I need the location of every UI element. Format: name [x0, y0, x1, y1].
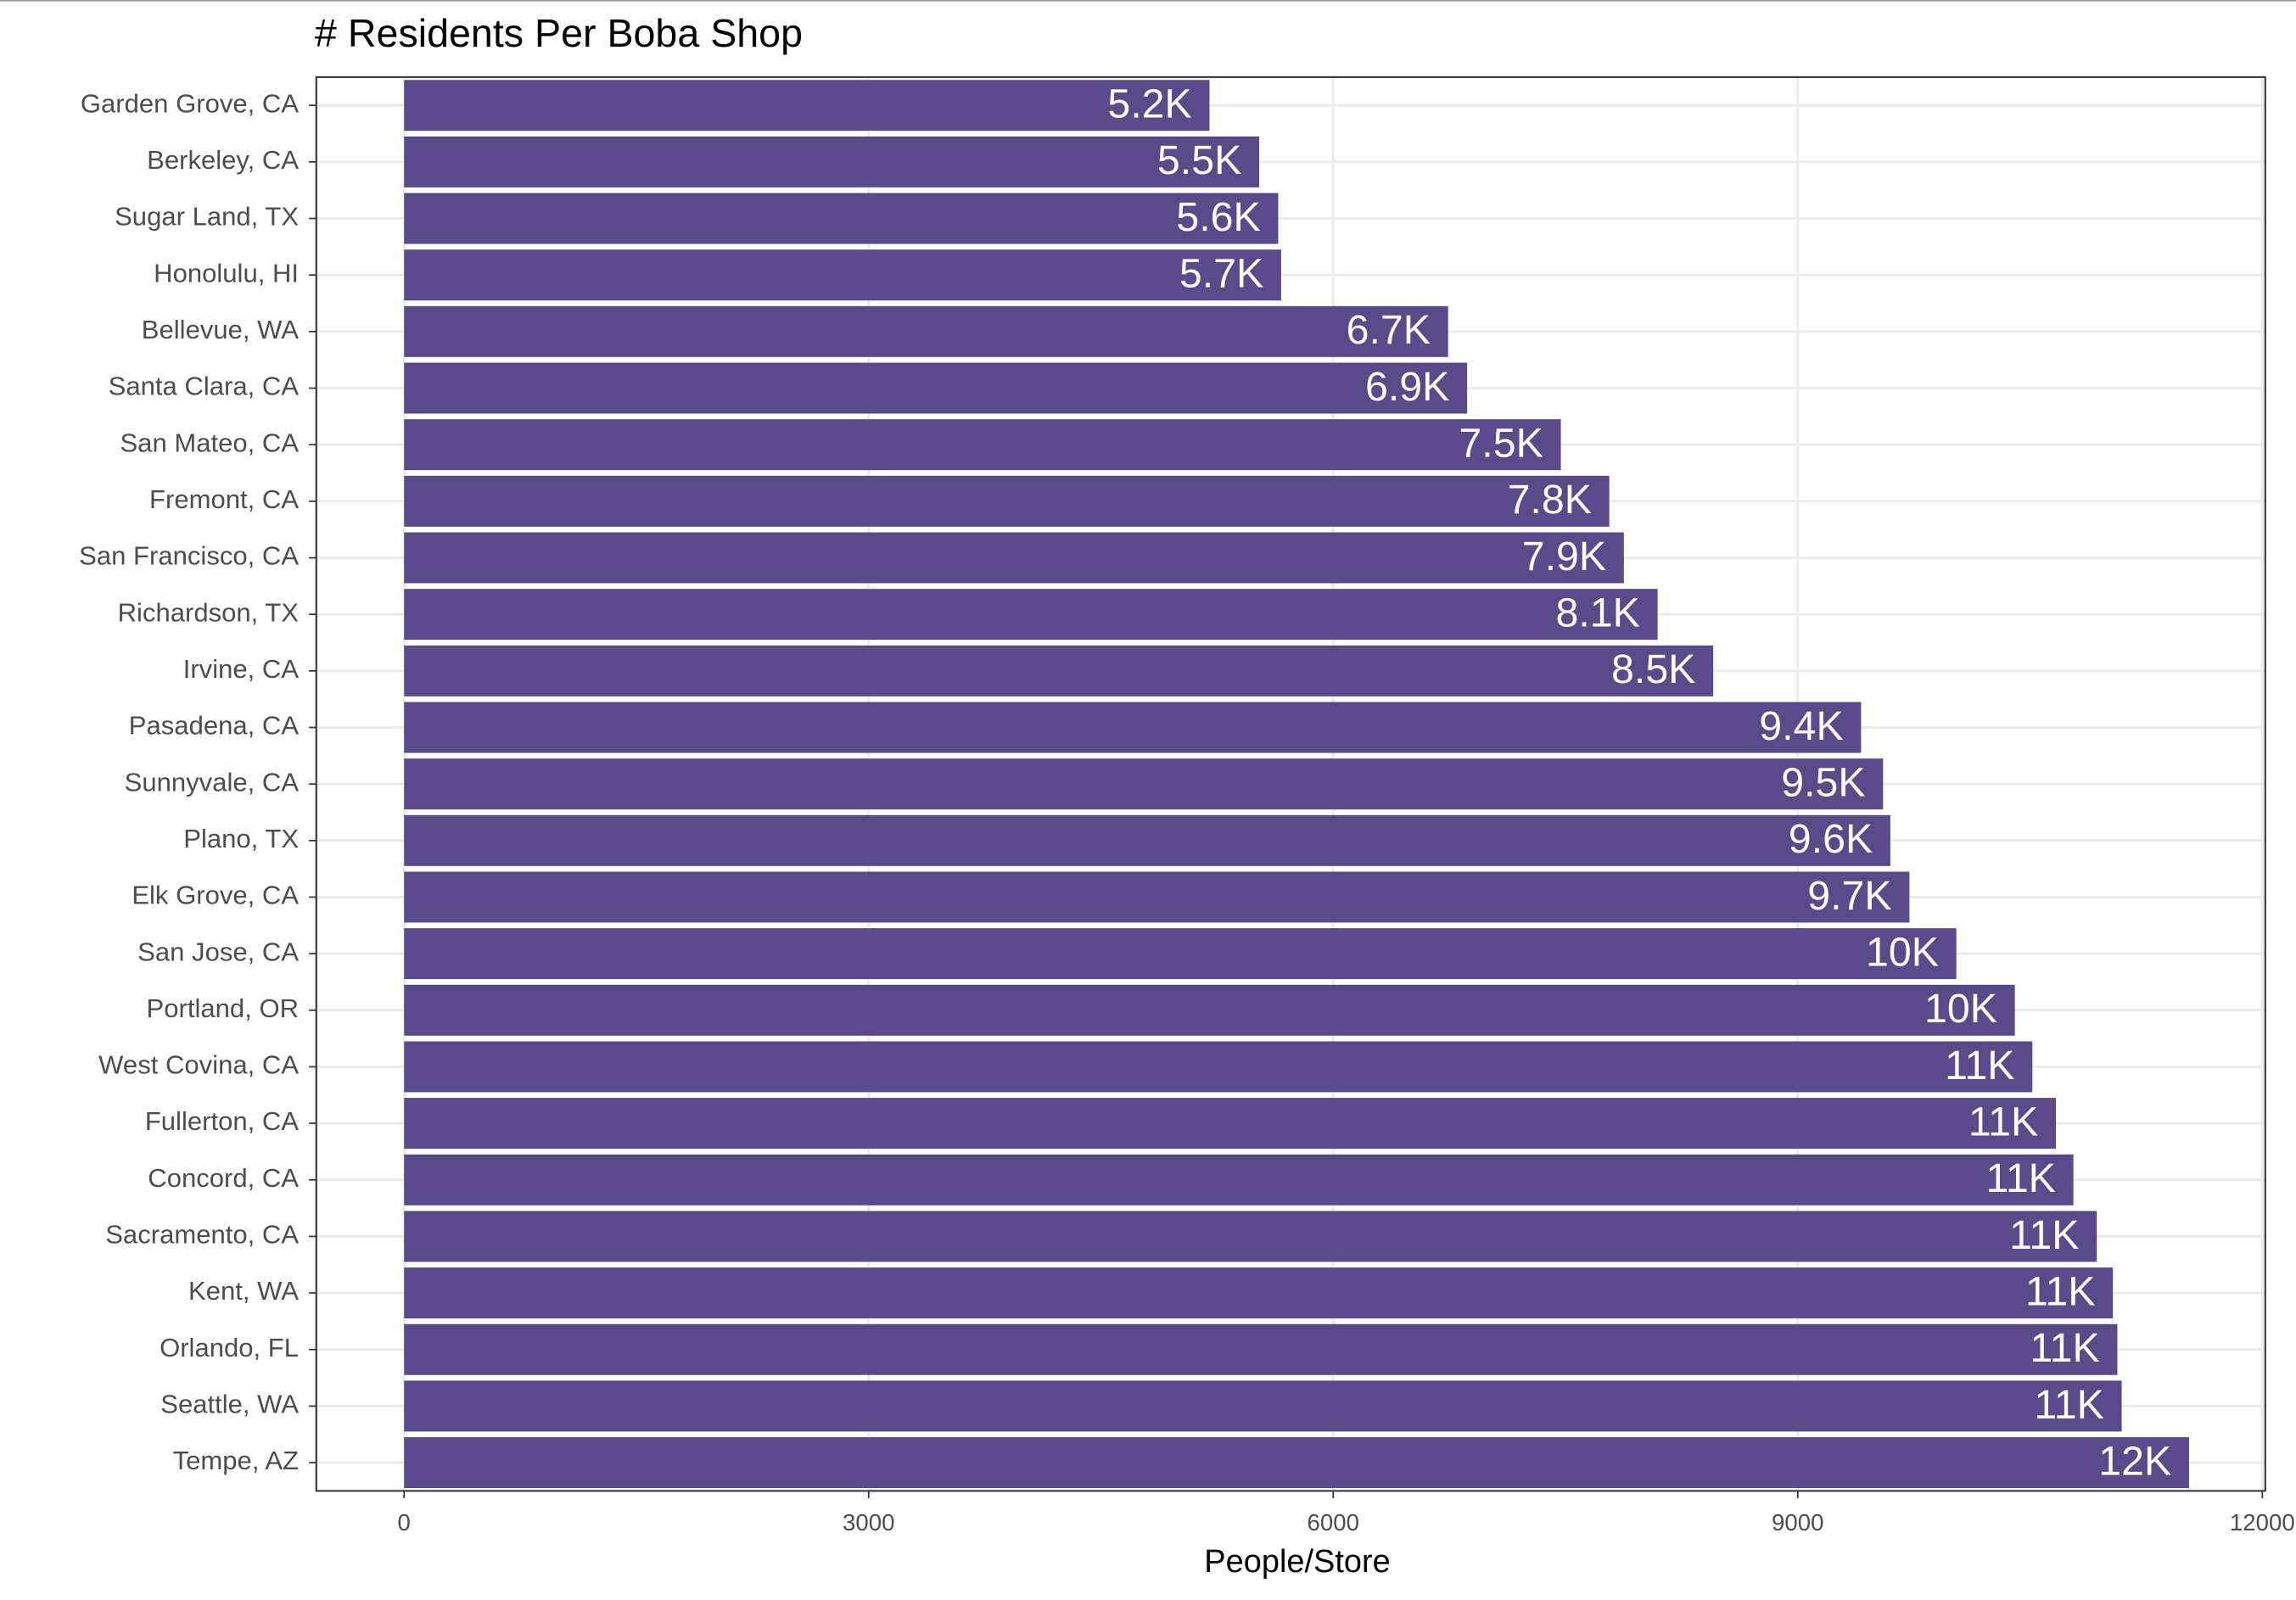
y-tick-label: Richardson, TX [118, 597, 299, 627]
value-label: 11K [1986, 1155, 2056, 1201]
value-label: 6.7K [1347, 307, 1431, 353]
y-tick-label: West Covina, CA [98, 1050, 299, 1080]
y-tick-label: Plano, TX [183, 824, 299, 853]
bar [404, 532, 1624, 584]
value-label: 7.5K [1459, 421, 1543, 467]
value-label: 11K [1945, 1043, 2014, 1088]
bar [404, 80, 1210, 131]
x-axis-title: People/Store [1204, 1544, 1390, 1580]
value-label: 5.6K [1176, 194, 1260, 240]
bar [404, 1323, 2118, 1375]
value-label: 9.7K [1807, 873, 1891, 919]
bar [404, 645, 1714, 697]
y-tick-label: Tempe, AZ [173, 1446, 299, 1475]
y-tick-label: Garden Grove, CA [81, 88, 300, 118]
x-tick-label: 0 [398, 1509, 411, 1536]
bar [404, 758, 1884, 810]
y-tick-label: Fullerton, CA [145, 1106, 300, 1136]
value-label: 5.5K [1157, 137, 1241, 183]
value-label: 7.9K [1522, 534, 1606, 579]
y-tick-label: Pasadena, CA [129, 711, 300, 741]
value-label: 9.6K [1789, 816, 1873, 862]
value-label: 9.5K [1781, 760, 1865, 806]
value-label: 8.5K [1611, 646, 1695, 692]
value-label: 8.1K [1556, 590, 1640, 636]
value-label: 5.7K [1179, 251, 1263, 297]
y-tick-label: Fremont, CA [149, 484, 299, 514]
bar [404, 871, 1910, 923]
bar [404, 814, 1890, 866]
bar [404, 1267, 2114, 1319]
y-tick-label: Concord, CA [148, 1163, 299, 1193]
bar [404, 305, 1448, 357]
value-label: 10K [1924, 986, 1997, 1032]
chart-title: # Residents Per Boba Shop [315, 11, 803, 55]
y-tick-label: San Jose, CA [137, 937, 299, 966]
x-tick-label: 9000 [1772, 1509, 1823, 1536]
value-label: 7.8K [1508, 477, 1592, 523]
x-tick-label: 12000 [2230, 1509, 2295, 1536]
value-label: 6.9K [1365, 364, 1449, 410]
y-tick-label: Irvine, CA [183, 654, 300, 684]
value-label: 12K [2098, 1439, 2171, 1485]
bar [404, 589, 1658, 641]
bar [404, 419, 1561, 471]
value-label: 10K [1866, 930, 1939, 976]
value-label: 11K [2030, 1325, 2099, 1371]
bar [404, 475, 1610, 527]
y-tick-label: Seattle, WA [160, 1390, 299, 1419]
x-tick-label: 6000 [1308, 1509, 1359, 1536]
y-tick-label: Santa Clara, CA [109, 372, 300, 401]
y-tick-label: Sacramento, CA [105, 1220, 299, 1250]
bar [404, 1380, 2122, 1432]
value-label: 11K [1968, 1099, 2038, 1145]
bar [404, 249, 1281, 301]
bar [404, 928, 1957, 980]
panel-border [315, 76, 2266, 1492]
bar [404, 984, 2015, 1036]
bar [404, 193, 1279, 244]
bar [404, 1211, 2097, 1262]
value-label: 11K [2009, 1212, 2079, 1258]
y-tick-label: Kent, WA [188, 1276, 299, 1306]
y-tick-label: San Mateo, CA [120, 428, 299, 457]
bar [404, 136, 1260, 187]
value-label: 5.2K [1107, 81, 1191, 127]
bar [404, 1437, 2189, 1489]
bar [404, 362, 1468, 414]
bar [404, 702, 1862, 753]
bar [404, 1098, 2057, 1150]
bar [404, 1041, 2033, 1093]
y-tick-label: Elk Grove, CA [132, 881, 299, 910]
y-tick-label: Sunnyvale, CA [125, 767, 300, 797]
y-tick-label: Berkeley, CA [147, 145, 299, 175]
value-label: 11K [2034, 1382, 2103, 1428]
bar [404, 1154, 2074, 1206]
y-tick-label: Honolulu, HI [154, 258, 299, 288]
y-tick-label: Bellevue, WA [142, 315, 300, 344]
y-tick-label: Sugar Land, TX [115, 202, 299, 232]
x-tick-label: 3000 [843, 1509, 894, 1536]
value-label: 11K [2025, 1269, 2095, 1315]
value-label: 9.4K [1759, 703, 1843, 749]
y-tick-label: Portland, OR [147, 993, 300, 1023]
y-tick-label: San Francisco, CA [79, 541, 299, 571]
y-tick-label: Orlando, FL [160, 1333, 299, 1362]
